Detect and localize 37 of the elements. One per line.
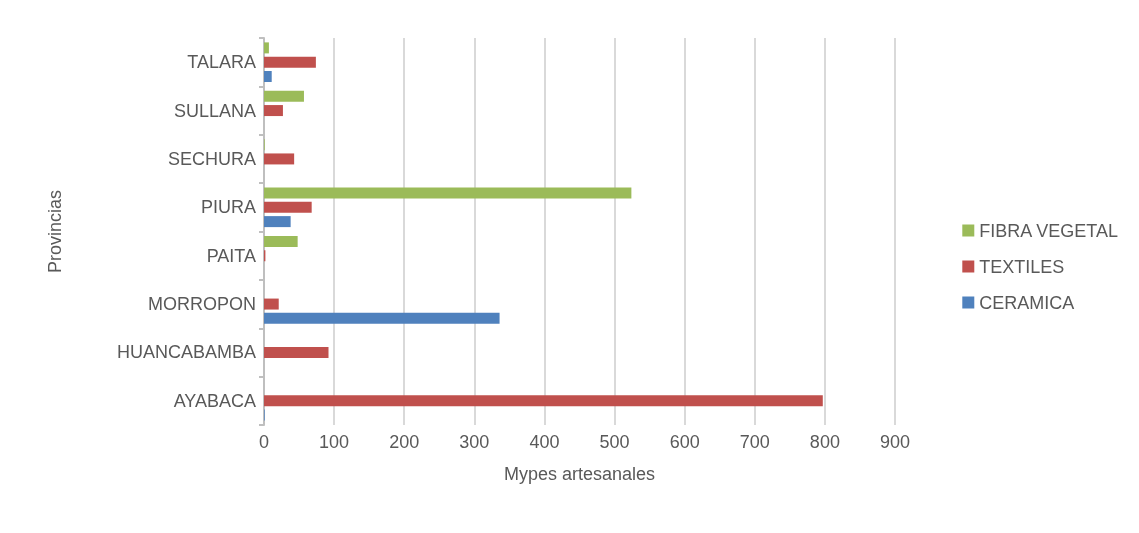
- bar: [264, 153, 295, 165]
- bar: [264, 187, 632, 199]
- x-tick-label: 800: [809, 432, 840, 452]
- x-tick-label: 0: [258, 432, 270, 452]
- y-tick-label: TALARA: [187, 52, 256, 73]
- y-tick-label: SULLANA: [173, 100, 256, 121]
- y-tick-label: HUANCABAMBA: [116, 342, 256, 363]
- legend-label: FIBRA VEGETAL: [979, 220, 1119, 241]
- y-tick-label: PIURA: [200, 197, 256, 218]
- y-tick-label: PAITA: [206, 245, 256, 266]
- bar: [264, 90, 304, 102]
- bar: [264, 42, 269, 54]
- legend-label: TEXTILES: [979, 256, 1065, 277]
- bar: [264, 216, 291, 228]
- bar: [264, 105, 283, 117]
- y-tick-label: AYABACA: [173, 390, 256, 411]
- y-tick-label: SECHURA: [167, 148, 256, 169]
- bar: [264, 56, 316, 68]
- x-tick-label: 700: [739, 432, 770, 452]
- bar: [264, 395, 823, 407]
- x-tick-label: 400: [529, 432, 560, 452]
- bar: [264, 312, 500, 324]
- y-tick-label: MORROPON: [148, 294, 256, 315]
- bar: [264, 70, 272, 82]
- bar: [264, 298, 279, 310]
- y-axis-title: Provincias: [45, 189, 65, 274]
- bar: [264, 235, 298, 247]
- x-tick-label: 300: [459, 432, 490, 452]
- x-tick-label: 500: [599, 432, 630, 452]
- x-tick-label: 900: [879, 432, 911, 452]
- x-tick-label: 600: [669, 432, 700, 452]
- x-axis-title: Mypes artesanales: [503, 464, 656, 484]
- x-tick-label: 100: [319, 432, 350, 452]
- bar: [264, 201, 312, 213]
- x-tick-label: 200: [389, 432, 420, 452]
- bar: [264, 346, 329, 358]
- legend-label: CERAMICA: [979, 292, 1075, 313]
